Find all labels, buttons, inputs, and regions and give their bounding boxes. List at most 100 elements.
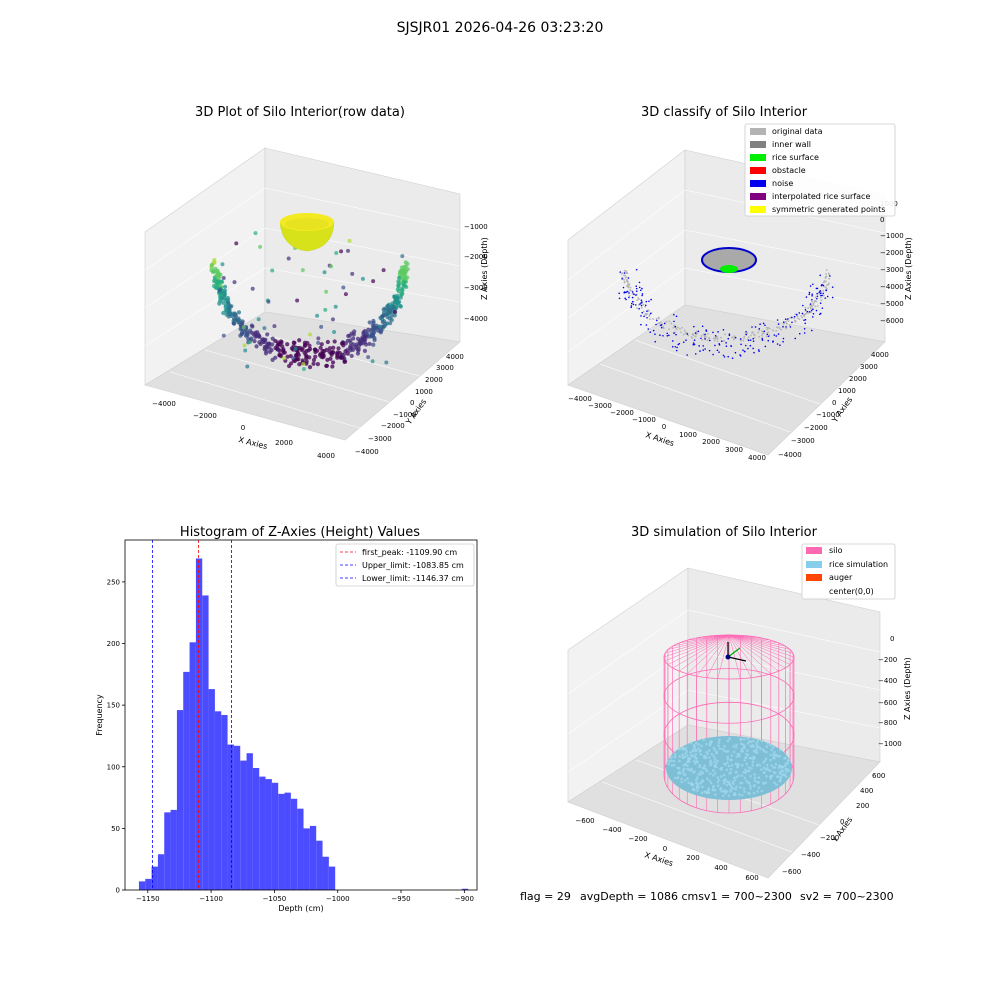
- original-data-point: [659, 321, 662, 324]
- rice-point: [670, 759, 673, 763]
- noise-point: [812, 308, 814, 311]
- rice-point: [760, 789, 764, 793]
- legend-item-noise: noise: [750, 179, 793, 188]
- rice-point: [732, 745, 735, 748]
- rice-point: [760, 768, 763, 771]
- original-data-point: [627, 286, 630, 289]
- original-data-point: [687, 334, 690, 337]
- histogram-bar: [170, 809, 177, 890]
- rice-point: [729, 767, 733, 771]
- raw-data-point: [288, 361, 294, 366]
- original-data-point: [668, 328, 670, 331]
- rice-point: [709, 781, 713, 785]
- noise-point: [632, 303, 635, 306]
- original-data-point: [804, 306, 807, 309]
- silo-roof-line: [728, 634, 771, 675]
- noise-point: [752, 337, 754, 340]
- classify-3d-zlabel: Z Axies (Depth): [904, 237, 913, 300]
- raw-3d-xlabel: X Axies: [238, 435, 269, 451]
- rice-point: [762, 782, 765, 785]
- noise-point: [647, 328, 650, 330]
- original-data-point: [825, 280, 827, 283]
- center-axis-x: [727, 656, 747, 662]
- legend-label: Upper_limit: -1083.85 cm: [362, 561, 464, 570]
- noise-point: [621, 278, 623, 280]
- raw-data-point: [350, 347, 356, 352]
- original-data-point: [695, 333, 698, 336]
- raw-data-point: [335, 350, 340, 355]
- raw-3d-x-ticks: −4000 −2000 0 2000 4000: [152, 400, 335, 460]
- rice-point: [766, 741, 769, 745]
- legend-swatch: [750, 141, 766, 148]
- x-tick: −2000: [193, 412, 217, 420]
- noise-point: [808, 311, 811, 313]
- raw-3d-zlabel: Z Axies (Depth): [480, 237, 489, 300]
- raw-data-point: [267, 349, 273, 355]
- rice-point: [762, 748, 765, 752]
- rice-point: [765, 766, 769, 770]
- original-data-point: [814, 296, 817, 299]
- noise-point: [645, 300, 648, 303]
- flag-text: flag = 29: [520, 890, 571, 903]
- rice-point: [735, 785, 738, 789]
- rice-point: [756, 744, 760, 748]
- rice-point: [694, 749, 698, 752]
- raw-data-point: [228, 312, 233, 317]
- noise-point: [739, 354, 741, 356]
- y-tick: 1000: [415, 388, 433, 396]
- rice-point: [785, 770, 788, 774]
- original-data-point: [642, 310, 645, 313]
- noise-point: [794, 337, 797, 340]
- z-tick: −1000: [880, 232, 904, 240]
- noise-point: [742, 349, 744, 351]
- rice-point: [677, 767, 681, 770]
- original-data-point: [625, 271, 628, 274]
- raw-data-point: [267, 345, 272, 350]
- original-data-point: [828, 277, 831, 280]
- original-data-point: [765, 335, 768, 338]
- raw-data-point: [295, 357, 300, 362]
- rice-point: [717, 744, 720, 747]
- noise-point: [641, 287, 643, 290]
- original-data-point: [739, 339, 742, 342]
- histogram-bar: [284, 792, 291, 890]
- rice-point: [774, 762, 778, 766]
- original-data-point: [761, 334, 763, 337]
- rice-point: [743, 790, 746, 793]
- original-data-point: [675, 328, 678, 331]
- raw-data-point: [262, 326, 267, 331]
- silo-roof-line: [728, 634, 791, 665]
- rice-point: [751, 763, 754, 767]
- raw-data-point: [315, 348, 320, 353]
- noise-point: [764, 345, 767, 348]
- noise-point: [752, 340, 755, 342]
- rice-point: [745, 749, 749, 752]
- raw-data-point: [367, 320, 372, 325]
- rice-point: [764, 750, 768, 754]
- raw-data-point: [330, 364, 335, 369]
- classify-3d-x-ticks: −4000 −3000 −2000 −1000 0 1000 2000 3000…: [568, 395, 766, 462]
- rice-point: [720, 768, 723, 771]
- silo-roof-line: [717, 634, 730, 679]
- z-tick: −1000: [878, 740, 902, 748]
- rice-point: [764, 757, 768, 760]
- y-tick: 4000: [446, 353, 464, 361]
- x-tick-label: −1000: [326, 895, 350, 903]
- rice-point: [735, 775, 739, 779]
- silo-roof-line: [667, 634, 730, 650]
- original-data-point: [822, 289, 825, 292]
- simulation-3d-xlabel: X Axies: [643, 850, 674, 868]
- rice-point: [696, 783, 699, 787]
- simulation-3d-panel: 3D simulation of Silo Interior: [567, 525, 912, 882]
- noise-point: [682, 341, 685, 343]
- raw-data-point: [273, 345, 278, 351]
- raw-data-point: [398, 295, 403, 300]
- rice-point: [762, 761, 765, 764]
- raw-data-point: [388, 308, 393, 313]
- rice-point: [740, 793, 744, 797]
- noise-point: [820, 284, 823, 287]
- histogram-bar: [271, 782, 279, 890]
- raw-data-point: [339, 355, 345, 360]
- raw-data-point: [324, 363, 329, 369]
- x-tick: −4000: [152, 400, 176, 408]
